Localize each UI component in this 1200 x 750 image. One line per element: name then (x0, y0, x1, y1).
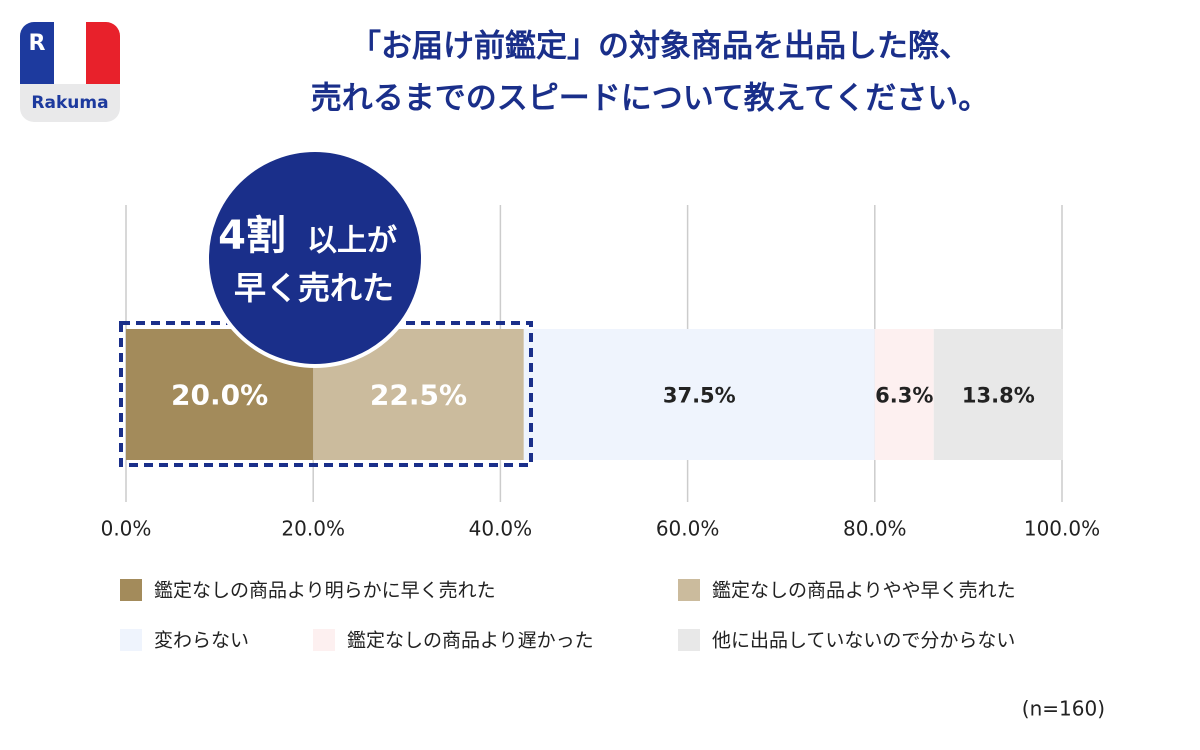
callout-text: 4割 (218, 213, 286, 259)
legend-swatch (678, 629, 700, 651)
x-tick-label: 20.0% (281, 517, 345, 541)
x-tick-label: 80.0% (843, 517, 907, 541)
data-label: 37.5% (663, 384, 736, 408)
logo-name: Rakuma (31, 93, 108, 113)
legend-label: 鑑定なしの商品より明らかに早く売れた (154, 580, 496, 602)
data-label: 6.3% (875, 384, 933, 408)
data-label: 13.8% (962, 384, 1035, 408)
legend-label: 他に出品していないので分からない (712, 630, 1015, 652)
legend-swatch (313, 629, 335, 651)
legend-label: 鑑定なしの商品よりやや早く売れた (712, 580, 1016, 602)
x-tick-label: 100.0% (1024, 517, 1100, 541)
legend-swatch (120, 579, 142, 601)
callout-badge (205, 148, 425, 368)
chart-title: 売れるまでのスピードについて教えてください。 (311, 81, 990, 117)
legend-label: 鑑定なしの商品より遅かった (347, 630, 594, 652)
x-tick-label: 60.0% (656, 517, 720, 541)
data-label: 22.5% (370, 379, 467, 412)
legend-swatch (120, 629, 142, 651)
logo-mark: R (29, 31, 46, 56)
sample-note: (n=160) (1022, 697, 1105, 721)
bar-segment (523, 329, 875, 460)
x-tick-label: 0.0% (101, 517, 152, 541)
callout-text: 早く売れた (234, 269, 394, 307)
callout-text: 以上が (307, 224, 397, 259)
chart-title: 「お届け前鑑定」の対象商品を出品した際、 (350, 29, 970, 65)
legend-label: 変わらない (154, 630, 249, 652)
logo: R Rakuma (20, 22, 120, 122)
highlight-box (119, 321, 533, 467)
x-tick-label: 40.0% (469, 517, 533, 541)
bar-segment (874, 329, 934, 460)
legend-swatch (678, 579, 700, 601)
data-label: 20.0% (171, 379, 268, 412)
bars: 20.0% 22.5% 37.5% 6.3% 13.8% (126, 329, 1063, 460)
bar-segment (933, 329, 1063, 460)
